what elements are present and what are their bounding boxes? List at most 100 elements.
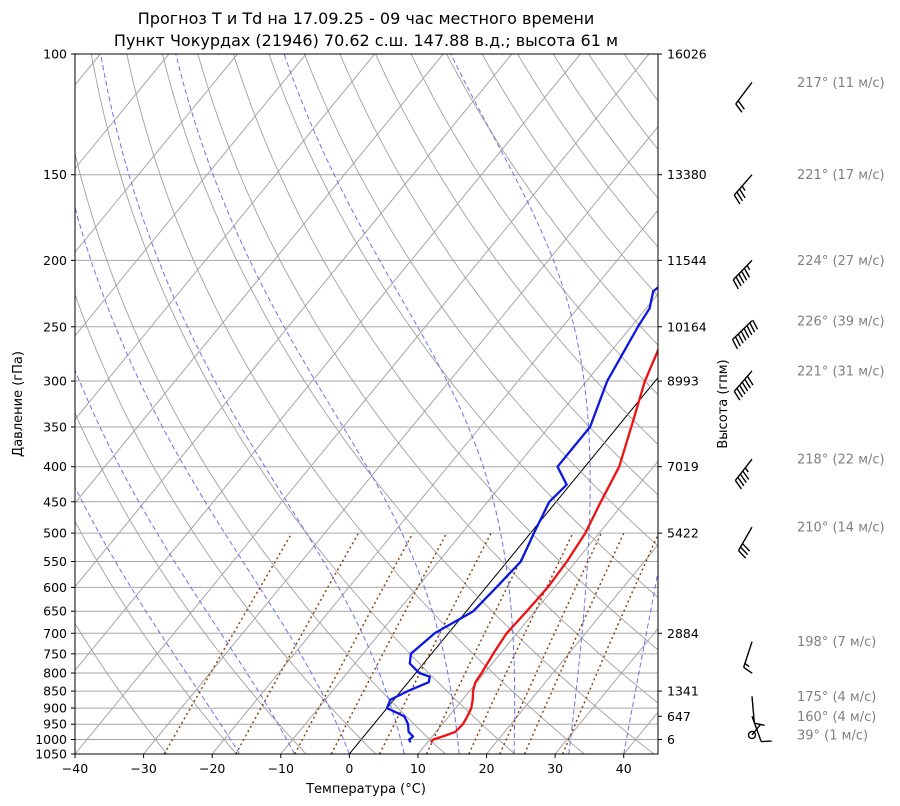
barb-flag — [740, 330, 747, 341]
barb-staff — [732, 259, 753, 281]
barb-flag — [752, 319, 759, 330]
barb-flag — [741, 381, 749, 392]
axes: 1001502002503003504004505005506006507007… — [35, 47, 707, 777]
x-tick-label: 0 — [345, 761, 353, 776]
y-axis-label: Давление (гПа) — [11, 351, 26, 457]
moist-adiabat — [100, 54, 405, 754]
y-tick-label: 1050 — [35, 747, 67, 762]
wind-barb: 226° (39 м/с) — [731, 314, 885, 350]
barb-staff — [734, 458, 753, 481]
barb-staff — [732, 320, 753, 341]
wind-label: 210° (14 м/с) — [797, 521, 885, 536]
height-axis-label: Высота (гпм) — [716, 359, 731, 448]
y-tick-label: 250 — [43, 319, 67, 334]
dry-adiabat — [75, 412, 307, 754]
mixing-ratio-line — [468, 532, 574, 754]
barb-flag — [737, 476, 745, 487]
dry-adiabat — [268, 54, 658, 599]
isotherm-line — [75, 54, 238, 253]
height-tick-label: 16026 — [667, 47, 707, 62]
y-tick-label: 850 — [43, 684, 67, 699]
wind-barb: 175° (4 м/с) — [751, 690, 876, 727]
isotherm-line — [486, 544, 658, 754]
isotherm-line — [554, 627, 658, 754]
barb-flag — [749, 322, 756, 333]
y-tick-label: 200 — [43, 253, 67, 268]
dry-adiabat — [126, 54, 585, 754]
x-tick-label: 40 — [616, 761, 632, 776]
wind-barb: 221° (17 м/с) — [733, 168, 885, 205]
moist-adiabat — [75, 486, 241, 754]
wind-label: 175° (4 м/с) — [797, 690, 876, 705]
barb-flag — [738, 384, 746, 395]
barb-flag — [737, 333, 744, 344]
y-tick-label: 500 — [43, 526, 67, 541]
barb-staff — [742, 641, 753, 668]
plot-background — [75, 54, 658, 754]
y-tick-label: 700 — [43, 626, 67, 641]
dry-adiabat — [75, 151, 446, 754]
wind-label: 224° (27 м/с) — [797, 254, 885, 269]
dry-adiabat — [517, 54, 658, 248]
height-tick-label: 7019 — [667, 459, 699, 474]
wind-label: 226° (39 м/с) — [797, 314, 885, 329]
height-tick-label: 13380 — [667, 167, 707, 182]
y-tick-label: 1000 — [35, 732, 67, 747]
barb-flag — [734, 480, 742, 490]
barb-flag — [739, 546, 749, 556]
height-tick-label: 10164 — [667, 319, 707, 334]
dry-adiabat — [75, 622, 168, 754]
wind-barb: 198° (7 м/с) — [742, 635, 876, 674]
barb-flag — [733, 390, 741, 401]
moist-adiabat — [75, 368, 295, 754]
height-tick-label: 8993 — [667, 374, 699, 389]
wind-barb: 39° (1 м/с) — [747, 723, 868, 743]
barb-flag — [743, 267, 751, 278]
barb-flag — [743, 666, 753, 674]
chart-subtitle: Пункт Чокурдах (21946) 70.62 с.ш. 147.88… — [114, 31, 618, 50]
height-tick-label: 5422 — [667, 526, 699, 541]
barb-flag — [732, 279, 739, 290]
calm-circle — [747, 730, 757, 740]
moist-adiabat — [175, 54, 460, 754]
barb-flag — [736, 191, 744, 202]
barb-staff — [733, 174, 753, 196]
dry-adiabat — [552, 54, 658, 199]
height-tick-label: 647 — [667, 709, 691, 724]
background-lines — [75, 54, 658, 754]
x-tick-label: −20 — [199, 761, 225, 776]
barb-staff — [733, 370, 753, 392]
height-tick-label: 2884 — [667, 626, 699, 641]
mixing-ratio-line — [378, 532, 492, 754]
barb-flag — [737, 100, 745, 110]
wind-barb: 221° (31 м/с) — [733, 364, 885, 401]
height-tick-label: 1341 — [667, 684, 699, 699]
barb-flag — [737, 550, 747, 559]
dry-adiabat — [90, 54, 516, 754]
isotherm-line — [75, 54, 581, 672]
barb-flag — [754, 722, 765, 727]
isotherm-line — [75, 54, 307, 337]
wind-barb: 210° (14 м/с) — [737, 521, 885, 559]
barb-flag — [743, 328, 750, 339]
dry-adiabat — [410, 54, 658, 396]
barb-flag — [744, 378, 751, 389]
isotherm-line — [75, 54, 444, 504]
height-tick-label: 6 — [667, 732, 675, 747]
x-tick-label: −30 — [130, 761, 156, 776]
sounding-series — [385, 285, 658, 744]
isotherm-line — [143, 125, 658, 754]
y-tick-label: 400 — [43, 459, 67, 474]
wind-label: 217° (11 м/с) — [797, 76, 885, 91]
height-tick-label: 11544 — [667, 253, 707, 268]
wind-label: 160° (4 м/с) — [797, 710, 876, 725]
barb-flag — [746, 375, 754, 386]
wind-label: 39° (1 м/с) — [797, 728, 868, 743]
moist-adiabat — [623, 569, 658, 754]
y-tick-label: 750 — [43, 646, 67, 661]
barb-flag — [761, 740, 772, 743]
wind-label: 221° (17 м/с) — [797, 168, 885, 183]
barb-staff — [751, 696, 756, 724]
barb-flag — [739, 473, 747, 484]
